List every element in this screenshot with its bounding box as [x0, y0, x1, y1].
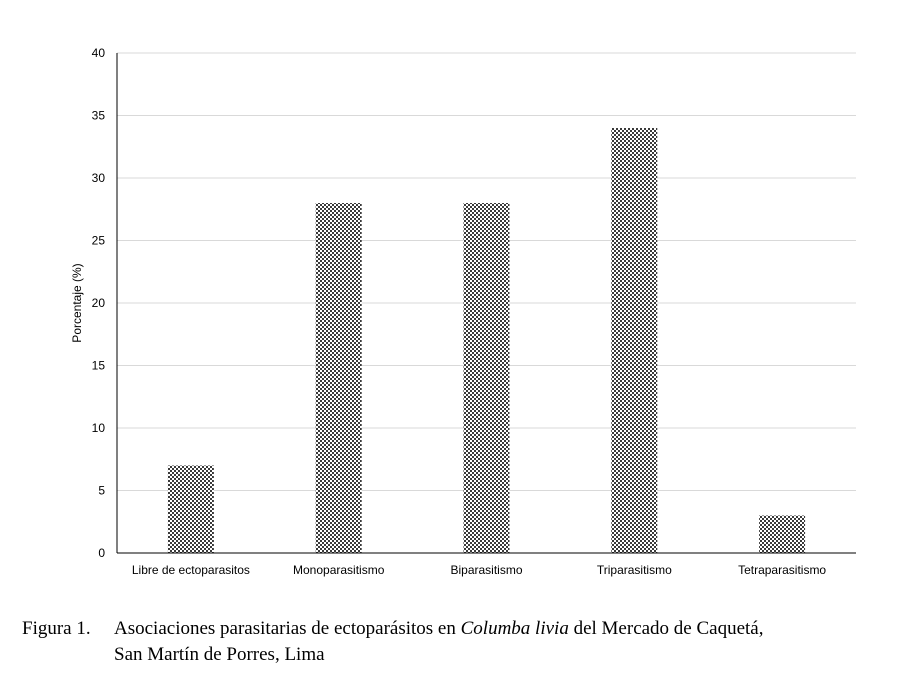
bar [167, 465, 214, 553]
x-tick-label: Monoparasitismo [293, 563, 385, 577]
y-tick-label: 20 [92, 296, 106, 310]
y-tick-label: 30 [92, 171, 106, 185]
bar [611, 128, 658, 553]
y-axis-label: Porcentaje (%) [70, 263, 84, 342]
y-tick-label: 10 [92, 421, 106, 435]
axes: 0 5 10 15 20 25 30 35 40 Libre de ectoparasitos Mo… [92, 46, 856, 577]
bar [315, 203, 362, 553]
bar [463, 203, 510, 553]
caption-line2: San Martín de Porres, Lima [114, 644, 325, 665]
y-tick-label: 0 [98, 546, 105, 560]
y-tick-label: 25 [92, 234, 106, 248]
y-tick-label: 35 [92, 109, 106, 123]
caption-text-after: del Mercado de Caquetá, [568, 618, 764, 639]
bar [759, 515, 806, 553]
y-tick-label: 40 [92, 46, 106, 60]
caption-text-before: Asociaciones parasitarias de ectoparásit… [114, 618, 461, 639]
bar-chart: 0 5 10 15 20 25 30 35 40 Libre de ectoparasitos Mo… [70, 46, 856, 577]
caption-species: Columba livia [460, 618, 569, 639]
x-tick-label: Triparasitismo [597, 563, 672, 577]
y-tick-label: 5 [98, 484, 105, 498]
figure-caption: Figura 1. Asociaciones parasitarias de ec… [22, 616, 902, 668]
x-tick-label: Tetraparasitismo [738, 563, 826, 577]
x-tick-label: Libre de ectoparasitos [132, 563, 250, 577]
caption-label: Figura 1. [22, 618, 91, 639]
x-tick-label: Biparasitismo [450, 563, 522, 577]
bars [167, 128, 806, 553]
y-tick-label: 15 [92, 359, 106, 373]
